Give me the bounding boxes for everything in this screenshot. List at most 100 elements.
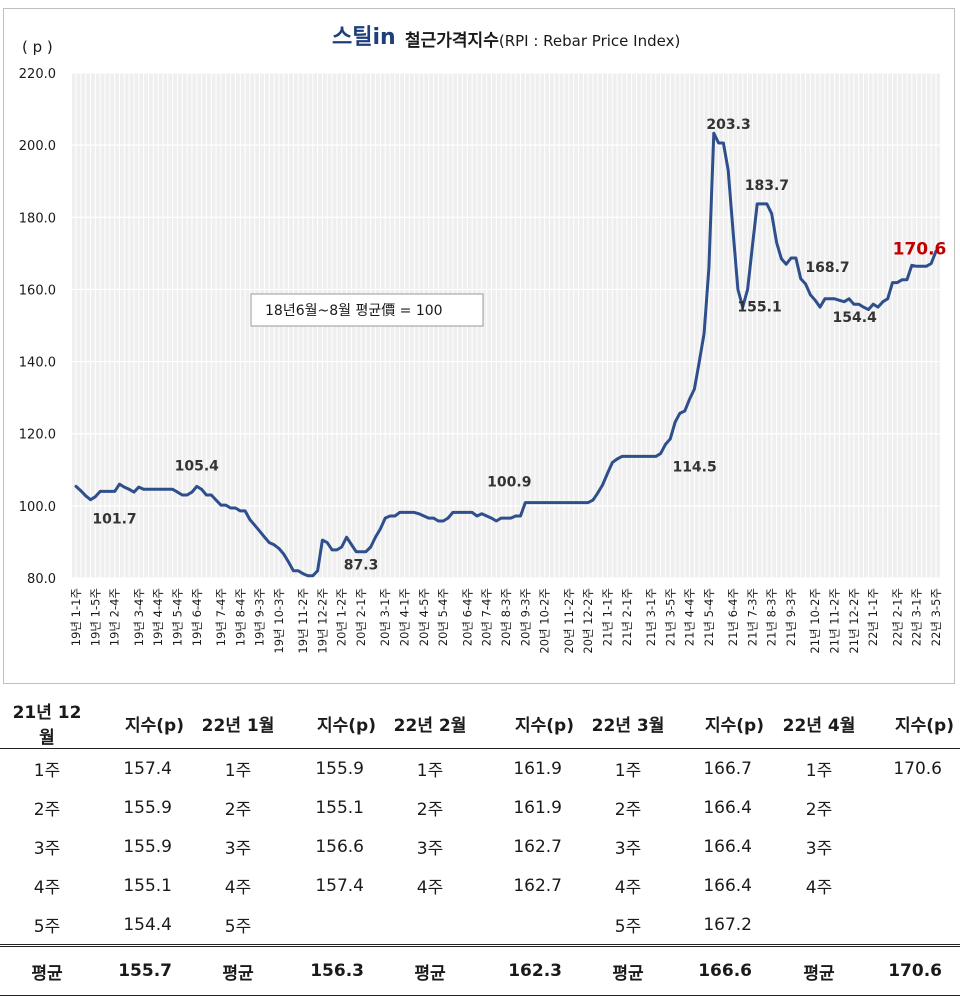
y-tick-label: 220.0 — [19, 67, 56, 82]
data-label: 170.6 — [893, 239, 947, 259]
average-label: 평균 — [190, 944, 286, 996]
x-tick-label: 21년 3-5주 — [663, 588, 677, 646]
index-cell: 155.9 — [123, 836, 172, 857]
month-header: 21년 12월 — [0, 698, 94, 749]
index-cell: 155.1 — [123, 875, 172, 896]
chart-title-main: 철근가격지수 — [405, 31, 499, 51]
index-cell: 161.9 — [513, 758, 562, 779]
week-cell: 2주 — [33, 800, 61, 820]
index-cell: 155.9 — [123, 797, 172, 818]
data-label: 100.9 — [487, 475, 531, 491]
week-cell: 1주 — [805, 761, 833, 781]
index-cell — [868, 827, 960, 866]
data-label: 203.3 — [706, 117, 750, 133]
x-tick-label: 20년 6-4주 — [460, 588, 474, 646]
index-header: 지수(p) — [94, 698, 190, 749]
x-tick-label: 20년 12-2주 — [581, 588, 595, 654]
x-tick-label: 21년 4-4주 — [683, 588, 697, 646]
x-tick-label: 20년 8-3주 — [499, 588, 513, 646]
month-header: 22년 3월 — [580, 698, 676, 749]
week-cell: 1주 — [614, 761, 642, 781]
index-cell: 161.9 — [513, 797, 562, 818]
week-cell: 5주 — [33, 917, 61, 937]
average-value: 156.3 — [286, 944, 382, 996]
index-cell — [868, 866, 960, 905]
index-cell: 155.1 — [315, 797, 364, 818]
x-tick-label: 21년 2-1주 — [620, 588, 634, 646]
week-cell: 1주 — [224, 761, 252, 781]
x-tick-label: 19년 7-4주 — [214, 588, 228, 646]
x-tick-label: 19년 11-2주 — [296, 588, 310, 654]
x-tick-label: 20년 2-1주 — [354, 588, 368, 646]
index-cell: 166.7 — [703, 758, 752, 779]
week-cell: 5주 — [224, 917, 252, 937]
x-tick-label: 19년 9-3주 — [253, 588, 267, 646]
y-tick-label: 160.0 — [19, 283, 56, 298]
week-cell: 4주 — [614, 878, 642, 898]
table-row: 2주 155.9 2주 155.1 2주 161.9 2주 166.4 2주 — [0, 788, 960, 827]
index-cell — [868, 905, 960, 946]
y-tick-label: 140.0 — [19, 356, 56, 371]
index-cell: 155.9 — [315, 758, 364, 779]
index-cell: 156.6 — [315, 836, 364, 857]
x-tick-label: 22년 2-1주 — [890, 588, 904, 646]
y-tick-label: 80.0 — [27, 572, 56, 587]
table-row: 3주 155.9 3주 156.6 3주 162.7 3주 166.4 3주 — [0, 827, 960, 866]
index-cell: 170.6 — [893, 758, 942, 779]
average-label: 평균 — [580, 944, 676, 996]
week-cell: 1주 — [33, 761, 61, 781]
month-header: 22년 4월 — [770, 698, 868, 749]
data-label: 87.3 — [344, 558, 379, 574]
week-cell — [770, 905, 868, 946]
average-value: 166.6 — [676, 944, 770, 996]
index-cell — [868, 788, 960, 827]
x-tick-label: 19년 4-4주 — [151, 588, 165, 646]
data-label: 114.5 — [672, 460, 716, 476]
x-tick-label: 20년 4-5주 — [417, 588, 431, 646]
x-tick-label: 20년 7-4주 — [480, 588, 494, 646]
x-tick-label: 21년 8-3주 — [765, 588, 779, 646]
index-cell: 157.4 — [123, 758, 172, 779]
table-row: 4주 155.1 4주 157.4 4주 162.7 4주 166.4 4주 — [0, 866, 960, 905]
week-cell: 5주 — [614, 917, 642, 937]
x-tick-label: 19년 8-4주 — [233, 588, 247, 646]
week-cell: 3주 — [224, 839, 252, 859]
data-label: 168.7 — [805, 260, 849, 276]
y-unit-label: ( p ) — [22, 38, 53, 56]
x-tick-label: 21년 10-2주 — [808, 588, 822, 654]
x-tick-label: 22년 3-5주 — [929, 588, 943, 646]
index-cell: 166.4 — [703, 875, 752, 896]
x-tick-label: 21년 1-1주 — [600, 588, 614, 646]
week-cell: 3주 — [416, 839, 444, 859]
data-label: 101.7 — [92, 512, 136, 528]
data-label: 183.7 — [745, 178, 789, 194]
data-label: 105.4 — [175, 458, 220, 474]
index-header: 지수(p) — [286, 698, 382, 749]
x-tick-label: 21년 6-4주 — [726, 588, 740, 646]
month-header: 22년 1월 — [190, 698, 286, 749]
y-tick-label: 100.0 — [19, 500, 56, 515]
x-tick-label: 19년 1-1주 — [69, 588, 83, 646]
week-cell: 4주 — [224, 878, 252, 898]
x-tick-label: 20년 11-2주 — [562, 588, 576, 654]
x-tick-label: 21년 11-2주 — [828, 588, 842, 654]
x-tick-label: 21년 12-2주 — [847, 588, 861, 654]
steelin-logo: 스틸in — [332, 25, 396, 50]
rpi-series-line — [74, 131, 938, 578]
weekly-index-table: 21년 12월 지수(p) 22년 1월 지수(p) 22년 2월 지수(p) 22년 3월… — [0, 698, 960, 996]
x-tick-label: 20년 10-2주 — [538, 588, 552, 654]
index-header: 지수(p) — [868, 698, 960, 749]
index-cell: 162.7 — [513, 875, 562, 896]
x-tick-label: 19년 3-4주 — [132, 588, 146, 646]
x-tick-label: 20년 5-4주 — [436, 588, 450, 646]
chart-title-suffix: (RPI : Rebar Price Index) — [499, 32, 680, 50]
x-tick-label: 21년 9-3주 — [784, 588, 798, 646]
index-cell: 167.2 — [703, 914, 752, 935]
base-note-text: 18년6월~8월 평균價 = 100 — [265, 302, 443, 319]
x-tick-label: 19년 1-5주 — [88, 588, 102, 646]
x-tick-label: 22년 1-1주 — [866, 588, 880, 646]
base-note-box: 18년6월~8월 평균價 = 100 — [250, 293, 484, 327]
week-cell: 3주 — [805, 839, 833, 859]
chart-title: 철근가격지수(RPI : Rebar Price Index) — [405, 31, 680, 51]
table-row: 5주 154.4 5주 5주 167.2 — [0, 905, 960, 946]
